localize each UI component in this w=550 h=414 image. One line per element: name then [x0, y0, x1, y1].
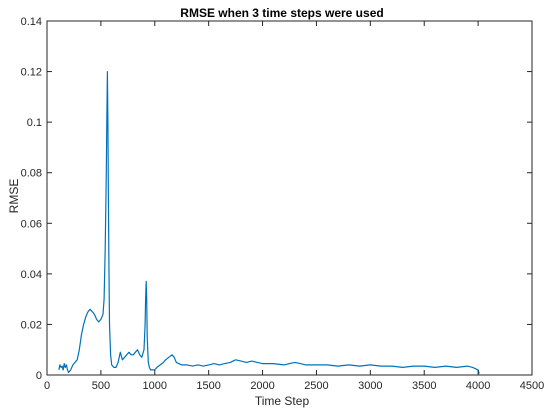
y-tick-label: 0: [36, 370, 42, 382]
x-axis-label: Time Step: [255, 394, 310, 408]
x-tick-label: 500: [92, 380, 110, 392]
x-tick-label: 2000: [250, 380, 274, 392]
x-tick-label: 4000: [466, 380, 490, 392]
x-tick-label: 3000: [358, 380, 382, 392]
x-tick-label: 1000: [143, 380, 167, 392]
y-tick-label: 0.1: [27, 117, 42, 129]
y-axis-ticks: 0 0.02 0.04 0.06 0.08 0.1 0.12 0.14: [21, 16, 532, 382]
y-tick-label: 0.06: [21, 218, 42, 230]
series-line-0: [58, 70, 480, 374]
axes-box: [46, 20, 533, 376]
plot-area: 0 500 1000 1500 2000 2500 3000 3500 4000 4500 0 0.…: [21, 16, 545, 392]
y-tick-label: 0.14: [21, 16, 42, 28]
y-tick-label: 0.08: [21, 168, 42, 180]
y-tick-label: 0.02: [21, 319, 42, 331]
y-tick-label: 0.04: [21, 269, 42, 281]
x-axis-ticks: 0 500 1000 1500 2000 2500 3000 3500 4000 4500: [44, 21, 544, 392]
chart-title: RMSE when 3 time steps were used: [180, 6, 383, 20]
series-layer: [58, 70, 480, 374]
x-tick-label: 1500: [196, 380, 220, 392]
x-tick-label: 0: [44, 380, 50, 392]
y-tick-label: 0.12: [21, 67, 42, 79]
x-tick-label: 3500: [412, 380, 436, 392]
x-tick-label: 4500: [520, 380, 544, 392]
y-axis-label: RMSE: [7, 179, 21, 214]
x-tick-label: 2500: [304, 380, 328, 392]
